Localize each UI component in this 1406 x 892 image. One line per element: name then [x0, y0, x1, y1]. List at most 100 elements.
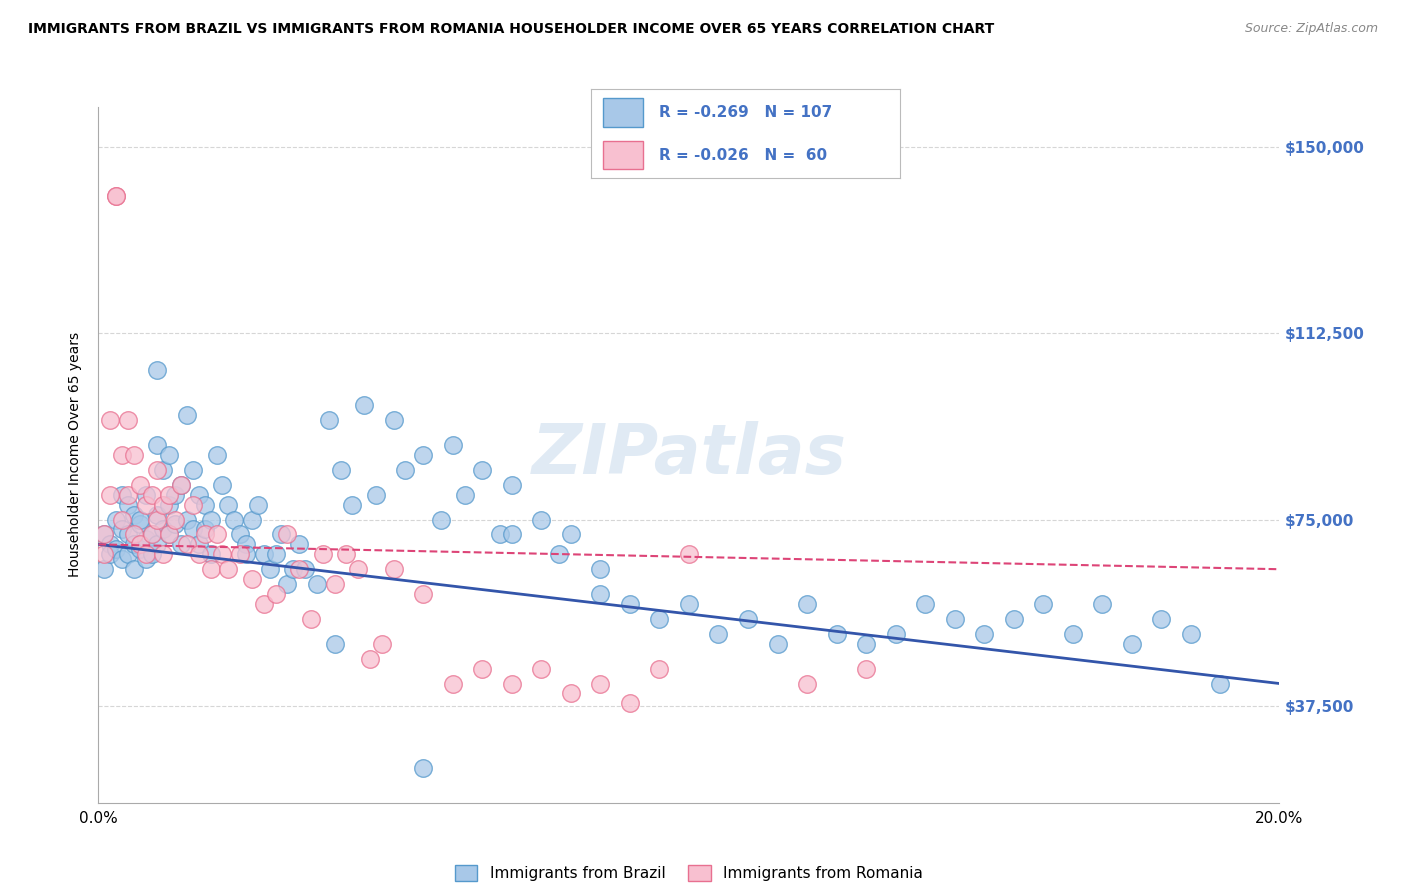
Point — [884, 627, 907, 641]
Point — [412, 761, 434, 775]
Point — [855, 662, 877, 676]
Point — [181, 463, 204, 477]
Point — [294, 562, 316, 576]
Point — [796, 597, 818, 611]
Point — [200, 562, 222, 576]
Point — [217, 562, 239, 576]
Point — [530, 512, 553, 526]
Point — [146, 463, 169, 477]
Point — [187, 547, 209, 561]
Point — [128, 517, 150, 532]
Point — [105, 512, 128, 526]
Point — [430, 512, 453, 526]
Point — [318, 413, 340, 427]
Point — [194, 523, 217, 537]
Point — [211, 477, 233, 491]
Point — [1150, 612, 1173, 626]
Point — [194, 527, 217, 541]
Point — [560, 527, 582, 541]
Y-axis label: Householder Income Over 65 years: Householder Income Over 65 years — [69, 333, 83, 577]
Point — [855, 637, 877, 651]
Point — [141, 547, 163, 561]
Point — [412, 587, 434, 601]
Point — [276, 527, 298, 541]
Point — [276, 577, 298, 591]
Point — [157, 448, 180, 462]
Point — [165, 512, 187, 526]
Legend: Immigrants from Brazil, Immigrants from Romania: Immigrants from Brazil, Immigrants from … — [449, 859, 929, 888]
Text: IMMIGRANTS FROM BRAZIL VS IMMIGRANTS FROM ROMANIA HOUSEHOLDER INCOME OVER 65 YEA: IMMIGRANTS FROM BRAZIL VS IMMIGRANTS FRO… — [28, 22, 994, 37]
Point — [453, 488, 475, 502]
Point — [371, 637, 394, 651]
Point — [146, 512, 169, 526]
Point — [111, 448, 134, 462]
Point — [117, 498, 139, 512]
Point — [93, 547, 115, 561]
Point — [914, 597, 936, 611]
Point — [224, 512, 246, 526]
Point — [299, 612, 322, 626]
Point — [560, 686, 582, 700]
Point — [312, 547, 335, 561]
Point — [678, 547, 700, 561]
Point — [152, 523, 174, 537]
Point — [240, 572, 263, 586]
Point — [141, 488, 163, 502]
Point — [394, 463, 416, 477]
Point — [157, 527, 180, 541]
Point — [170, 537, 193, 551]
Point — [217, 498, 239, 512]
Point — [589, 562, 612, 576]
Point — [619, 697, 641, 711]
Point — [135, 488, 157, 502]
Point — [382, 413, 405, 427]
Point — [93, 562, 115, 576]
Point — [111, 488, 134, 502]
Point — [135, 498, 157, 512]
Point — [146, 508, 169, 522]
Point — [176, 408, 198, 422]
Point — [530, 662, 553, 676]
Point — [135, 552, 157, 566]
Point — [128, 542, 150, 557]
Point — [1032, 597, 1054, 611]
Point — [501, 477, 523, 491]
Point — [648, 612, 671, 626]
Point — [548, 547, 571, 561]
Point — [270, 527, 292, 541]
Point — [382, 562, 405, 576]
Point — [229, 547, 252, 561]
Point — [157, 498, 180, 512]
Point — [105, 189, 128, 203]
Point — [1209, 676, 1232, 690]
Point — [122, 508, 145, 522]
Point — [152, 498, 174, 512]
Point — [288, 537, 311, 551]
Point — [128, 537, 150, 551]
Point — [253, 547, 276, 561]
Point — [157, 488, 180, 502]
Point — [259, 562, 281, 576]
Point — [283, 562, 305, 576]
Point — [157, 527, 180, 541]
Point — [796, 676, 818, 690]
Point — [501, 527, 523, 541]
Point — [264, 547, 287, 561]
Point — [98, 413, 121, 427]
Point — [117, 413, 139, 427]
Point — [347, 562, 370, 576]
Point — [205, 527, 228, 541]
Point — [235, 547, 257, 561]
Point — [165, 517, 187, 532]
Point — [187, 488, 209, 502]
Point — [122, 562, 145, 576]
Point — [501, 676, 523, 690]
Point — [323, 637, 346, 651]
Text: Source: ZipAtlas.com: Source: ZipAtlas.com — [1244, 22, 1378, 36]
Point — [1121, 637, 1143, 651]
Point — [187, 537, 209, 551]
Point — [235, 537, 257, 551]
Point — [152, 547, 174, 561]
Point — [200, 512, 222, 526]
Point — [176, 537, 198, 551]
